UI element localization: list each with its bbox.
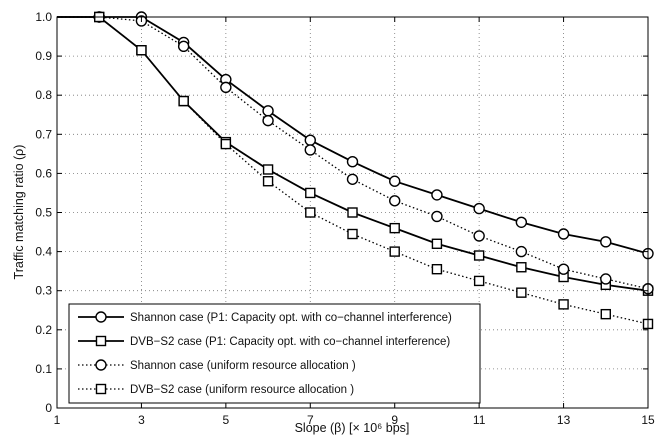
data-point — [177, 40, 190, 53]
data-point — [600, 273, 612, 285]
legend-label: Shannon case (P1: Capacity opt. with co−… — [130, 312, 452, 324]
legend-label: DVB−S2 case (P1: Capacity opt. with co−c… — [130, 336, 450, 348]
data-point — [136, 45, 147, 56]
data-point — [346, 155, 359, 168]
x-tick-label: 5 — [223, 413, 230, 427]
data-point — [262, 105, 274, 117]
legend-marker — [95, 335, 107, 347]
y-tick-label: 0.3 — [35, 284, 52, 298]
y-axis-label: Traffic matching ratio (ρ) — [12, 145, 26, 280]
data-point — [347, 207, 358, 218]
legend-entry: Shannon case (uniform resource allocatio… — [78, 359, 356, 372]
data-point — [305, 187, 316, 199]
legend-entry: Shannon case (P1: Capacity opt. with co−… — [78, 311, 452, 324]
data-point — [473, 275, 485, 287]
data-point — [220, 138, 232, 150]
x-tick-label: 11 — [473, 413, 486, 427]
y-tick-label: 1.0 — [35, 10, 52, 24]
data-point — [262, 114, 274, 127]
data-point — [262, 164, 274, 175]
data-point — [515, 245, 528, 258]
data-point — [389, 175, 401, 187]
data-point — [262, 176, 274, 187]
data-point — [515, 216, 528, 228]
x-axis-label: Slope (β) [× 10⁶ bps] — [295, 421, 410, 435]
data-point — [304, 144, 316, 156]
data-point — [557, 228, 570, 240]
data-point — [558, 299, 569, 310]
data-point — [347, 228, 358, 240]
data-point — [431, 238, 443, 249]
data-point — [473, 202, 485, 215]
x-tick-label: 15 — [641, 413, 655, 427]
y-tick-label: 0.4 — [35, 245, 52, 259]
data-point — [304, 134, 316, 146]
legend-marker — [95, 359, 107, 371]
data-point — [220, 81, 232, 94]
data-point — [431, 189, 443, 201]
data-point — [600, 236, 612, 248]
x-tick-label: 1 — [54, 413, 61, 427]
y-tick-label: 0.6 — [35, 166, 52, 180]
data-point — [516, 262, 527, 273]
legend-marker — [95, 383, 107, 395]
data-point — [473, 250, 485, 261]
x-tick-label: 3 — [138, 413, 145, 427]
data-point — [557, 263, 570, 275]
y-tick-label: 0 — [45, 401, 52, 415]
data-point — [389, 195, 401, 207]
y-tick-label: 0.8 — [35, 88, 52, 102]
data-point — [516, 287, 527, 298]
data-point — [431, 263, 443, 275]
data-point — [305, 207, 316, 218]
x-tick-label: 9 — [391, 413, 398, 427]
data-point — [389, 222, 400, 234]
legend-box — [68, 303, 481, 404]
data-point — [346, 173, 359, 185]
legend-marker — [95, 311, 107, 323]
legend-entry: DVB−S2 case (uniform resource allocation… — [78, 383, 354, 396]
ticks: 1 3 5 7 9 11 13 1500.10.20.30.40.50.60.70.80.91… — [35, 10, 655, 427]
y-tick-label: 0.2 — [35, 323, 52, 337]
data-point — [600, 308, 611, 320]
data-point — [389, 246, 400, 257]
data-point — [178, 95, 189, 107]
legend: Shannon case (P1: Capacity opt. with co−… — [68, 303, 481, 404]
y-tick-label: 0.1 — [35, 362, 52, 376]
y-tick-label: 0.9 — [35, 49, 52, 63]
data-point — [473, 230, 485, 242]
data-point — [431, 210, 443, 223]
legend-entry: DVB−S2 case (P1: Capacity opt. with co−c… — [78, 335, 450, 348]
x-tick-label: 7 — [307, 413, 314, 427]
grid — [57, 17, 648, 408]
y-tick-label: 0.7 — [35, 127, 52, 141]
legend-label: DVB−S2 case (uniform resource allocation… — [130, 384, 354, 396]
x-tick-label: 13 — [557, 413, 571, 427]
legend-label: Shannon case (uniform resource allocatio… — [130, 360, 356, 372]
y-tick-label: 0.5 — [35, 206, 52, 220]
